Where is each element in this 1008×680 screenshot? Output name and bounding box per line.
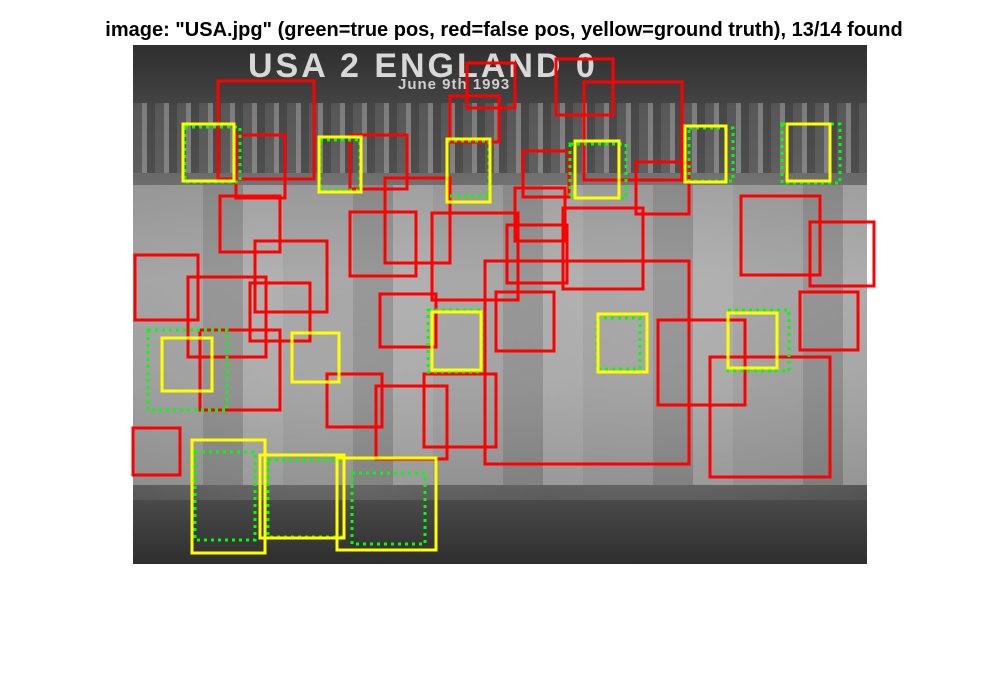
ground-truth-box <box>181 122 236 183</box>
false-positive-box <box>325 372 384 429</box>
true-positive-box <box>350 471 427 546</box>
banner-main-text: USA 2 ENGLAND 0 <box>248 47 598 85</box>
false-positive-box <box>521 149 571 199</box>
ground-truth-box <box>683 124 728 184</box>
true-positive-box <box>146 328 229 412</box>
true-positive-box <box>318 138 362 192</box>
true-positive-box <box>726 308 791 373</box>
false-positive-box <box>131 426 182 477</box>
false-positive-box <box>430 211 520 302</box>
ground-truth-box <box>290 331 341 384</box>
ground-truth-box <box>160 336 214 393</box>
false-positive-box <box>348 210 418 278</box>
true-positive-boxes <box>146 122 842 546</box>
true-positive-box <box>595 316 642 371</box>
true-positive-box <box>568 142 628 200</box>
ground-truth-box <box>785 122 832 183</box>
false-positive-box <box>348 133 409 191</box>
false-positive-box <box>234 133 287 200</box>
banner-date-text: June 9th 1993 <box>398 76 511 93</box>
ground-truth-box <box>726 311 779 370</box>
false-positive-box <box>708 355 832 479</box>
false-positive-box <box>218 194 282 254</box>
ground-truth-box <box>596 312 649 374</box>
false-positive-box <box>465 61 517 110</box>
false-positive-box <box>739 194 822 277</box>
figure-title: image: "USA.jpg" (green=true pos, red=fa… <box>105 19 903 41</box>
true-positive-box <box>183 125 242 184</box>
false-positive-box <box>582 80 684 182</box>
false-positive-box <box>483 259 691 466</box>
false-positive-box <box>798 290 860 352</box>
false-positive-box <box>422 372 498 449</box>
ground-truth-box <box>430 310 483 372</box>
false-positive-box <box>656 318 747 407</box>
ground-truth-box <box>445 137 492 204</box>
false-positive-box <box>216 79 316 181</box>
true-positive-box <box>445 139 491 198</box>
false-positive-box <box>505 223 569 285</box>
false-positive-box <box>561 206 645 291</box>
false-positive-box <box>808 220 876 288</box>
false-positive-box <box>198 328 282 412</box>
false-positive-box <box>448 94 501 144</box>
ground-truth-box <box>573 139 621 200</box>
true-positive-box <box>193 450 257 542</box>
true-positive-box <box>266 458 346 539</box>
false-positive-boxes <box>131 57 876 479</box>
ground-truth-box <box>190 438 267 555</box>
false-positive-box <box>378 292 438 349</box>
false-positive-box <box>494 290 556 353</box>
false-positive-box <box>133 253 200 322</box>
false-positive-box <box>634 160 691 216</box>
ground-truth-box <box>258 453 346 540</box>
ground-truth-boxes <box>160 122 832 555</box>
ground-truth-box <box>335 456 438 552</box>
ground-truth-box <box>317 135 363 194</box>
